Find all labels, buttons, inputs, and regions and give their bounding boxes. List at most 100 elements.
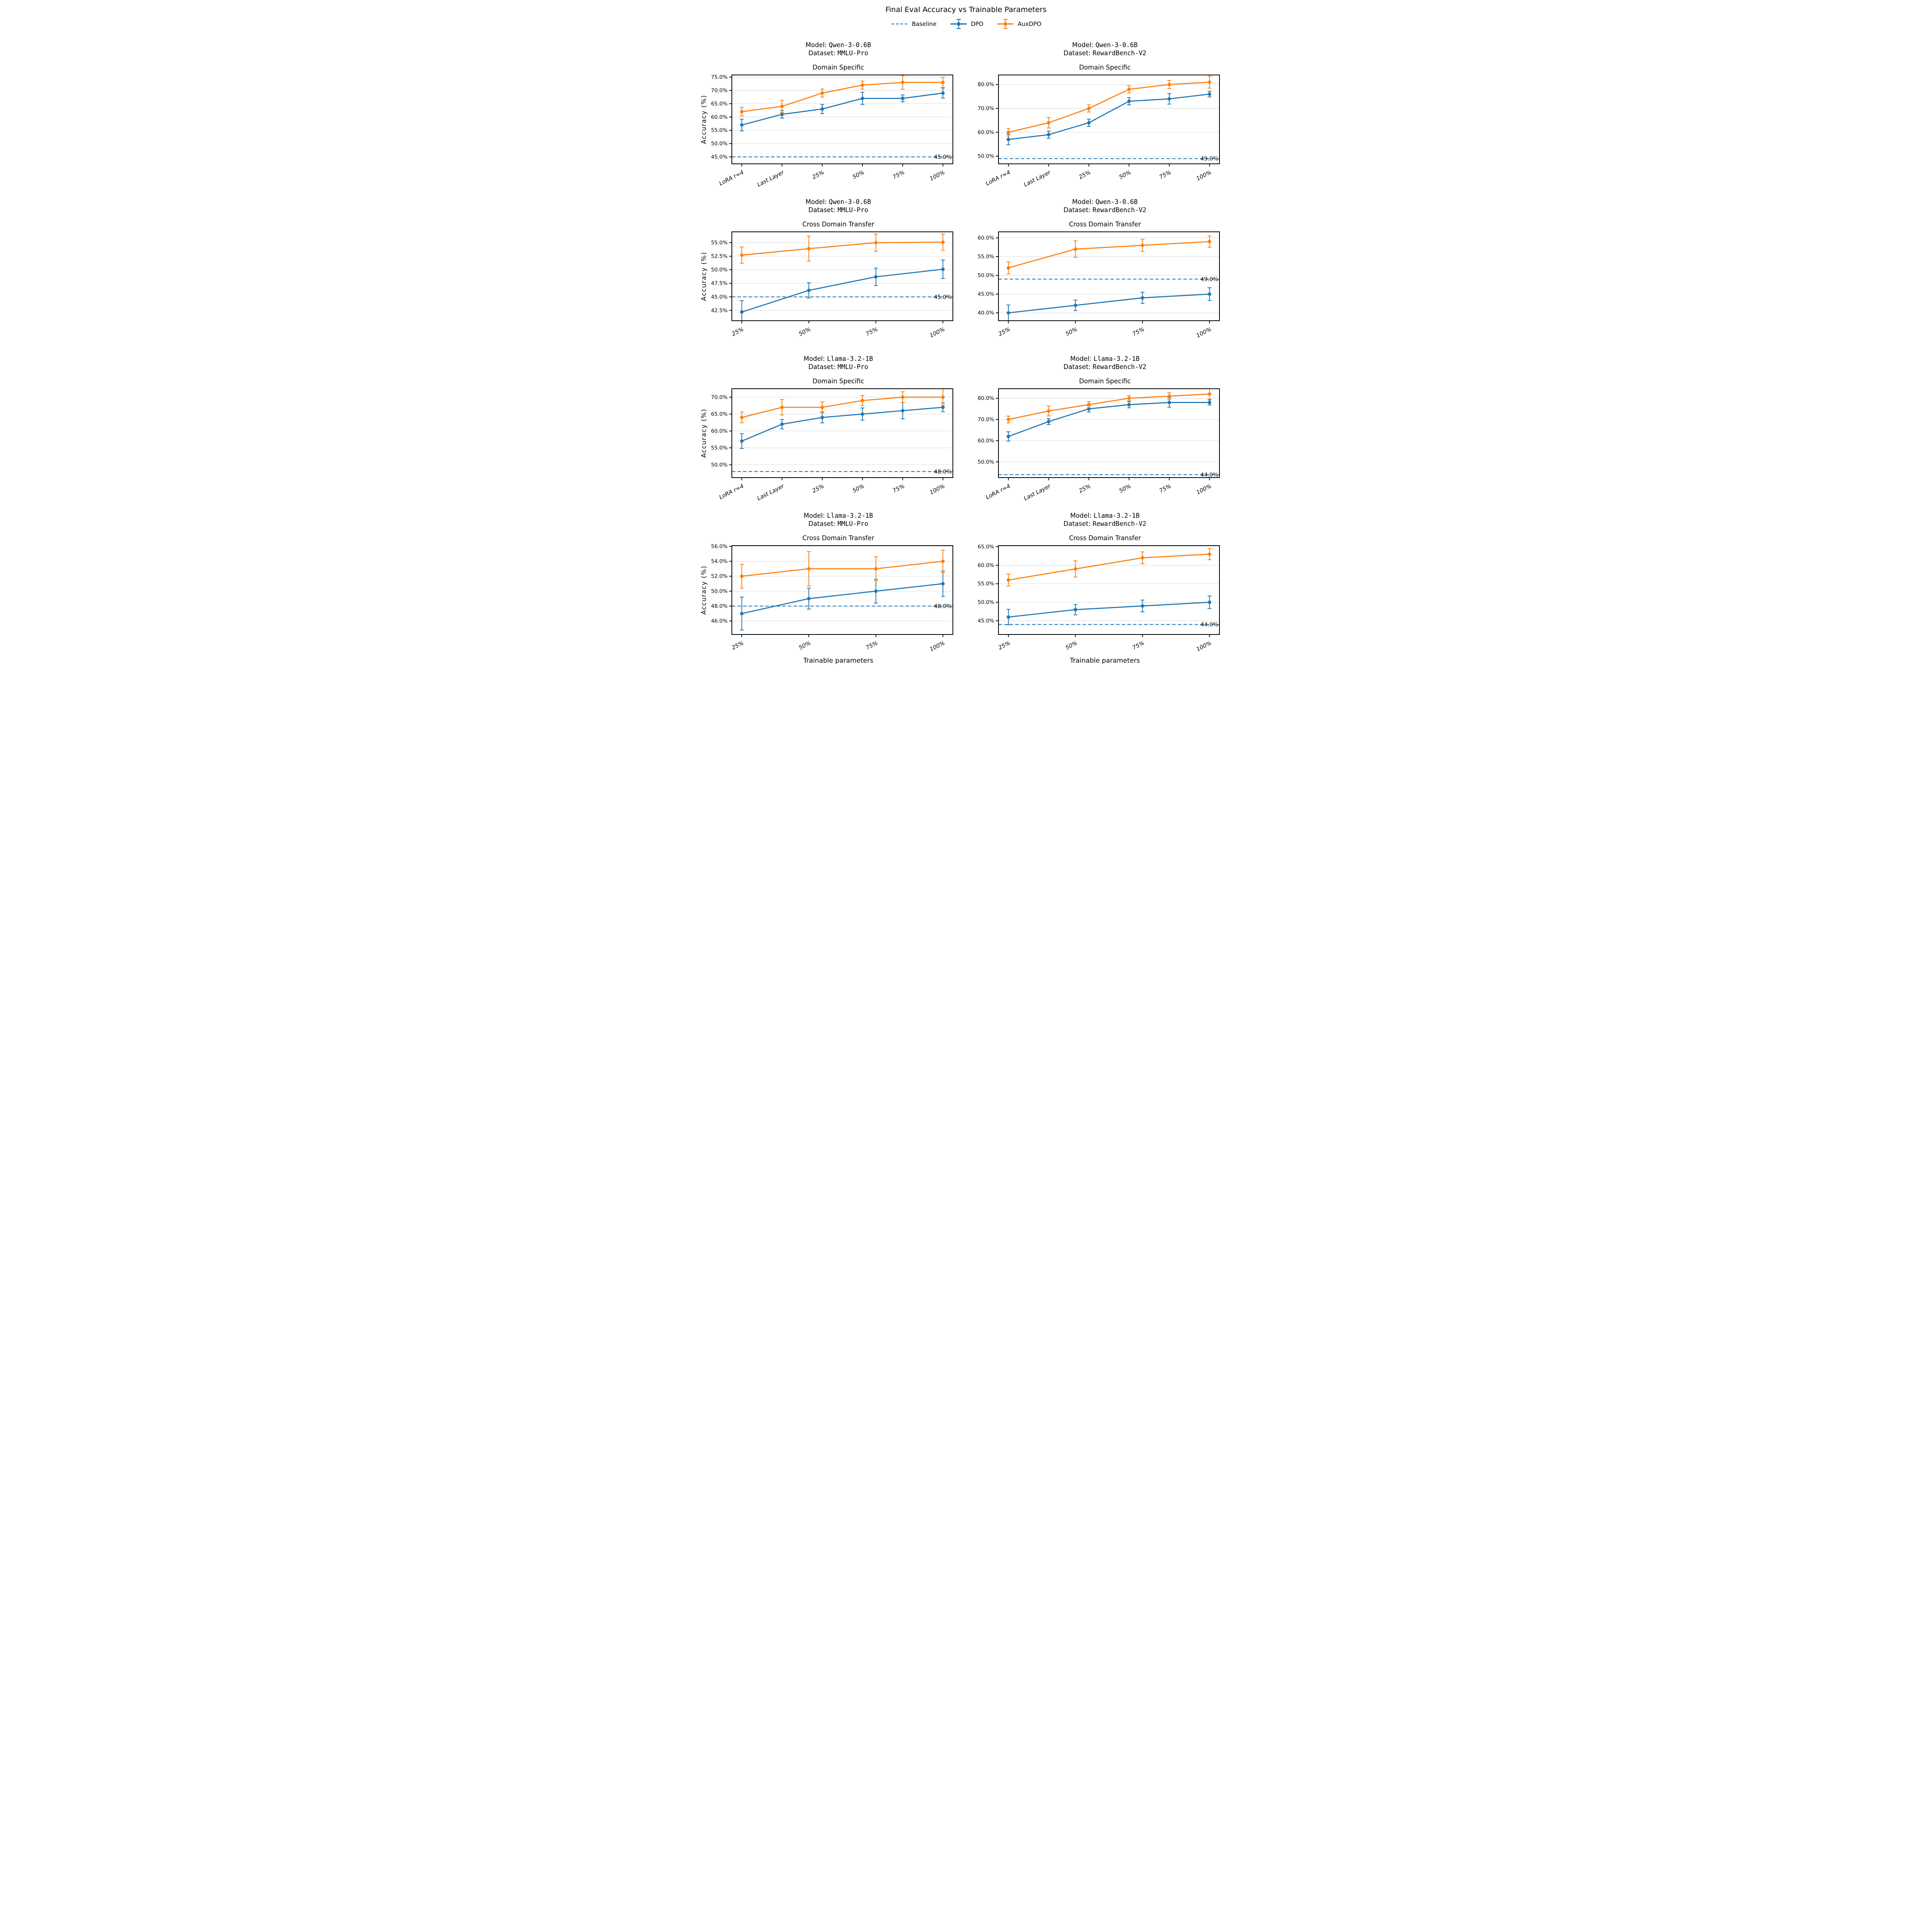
- svg-text:60.0%: 60.0%: [711, 114, 728, 120]
- series-auxdpo: [740, 75, 945, 116]
- axes-title: Domain Specific: [812, 63, 864, 71]
- series-auxdpo: [740, 233, 945, 264]
- svg-text:50%: 50%: [1118, 169, 1132, 180]
- legend-label-dpo: DPO: [971, 20, 983, 27]
- errorbar-marker-icon: [997, 19, 1014, 29]
- dataset-prefix: Dataset:: [1063, 363, 1093, 371]
- chart-area: 50.0% 55.0% 60.0% 65.0% 70.0% LoRA r=4 Last La…: [699, 386, 958, 502]
- y-axis-label: Accuracy (%): [700, 252, 707, 301]
- svg-text:Last Layer: Last Layer: [1023, 483, 1052, 502]
- y-axis: 45.0% 50.0% 55.0% 60.0% 65.0% 70.0% 75.0%: [711, 74, 732, 160]
- svg-text:25%: 25%: [997, 326, 1011, 337]
- dataset-prefix: Dataset:: [808, 206, 838, 214]
- dataset-name: RewardBench-V2: [1092, 49, 1146, 57]
- gridlines: [998, 546, 1219, 621]
- gridlines: [731, 546, 953, 621]
- chart-canvas: 50.0% 60.0% 70.0% 80.0% LoRA r=4 Last Layer 25…: [978, 388, 1220, 502]
- series-dpo: [740, 259, 945, 321]
- plot-title: Model: Qwen-3-0.6B Dataset: RewardBench-…: [976, 198, 1235, 214]
- svg-text:50.0%: 50.0%: [978, 272, 994, 279]
- series-dpo: [1006, 595, 1211, 625]
- svg-text:50.0%: 50.0%: [711, 267, 728, 273]
- plot-title: Model: Qwen-3-0.6B Dataset: RewardBench-…: [976, 41, 1235, 58]
- svg-text:45.0%: 45.0%: [978, 618, 994, 624]
- series-auxdpo: [1006, 388, 1211, 423]
- svg-text:75%: 75%: [1158, 483, 1172, 494]
- model-name: Qwen-3-0.6B: [829, 41, 871, 49]
- svg-text:25%: 25%: [811, 483, 825, 494]
- figure-title: Final Eval Accuracy vs Trainable Paramet…: [885, 5, 1047, 14]
- axes-title: Domain Specific: [812, 377, 864, 385]
- svg-text:55.0%: 55.0%: [978, 253, 994, 260]
- svg-text:47.5%: 47.5%: [711, 280, 728, 286]
- series-dpo: [1006, 287, 1211, 321]
- svg-text:Last Layer: Last Layer: [756, 169, 785, 188]
- chart-canvas: 50.0% 60.0% 70.0% 80.0% LoRA r=4 Last Layer 25…: [978, 74, 1220, 188]
- svg-text:25%: 25%: [731, 640, 745, 651]
- series-dpo: [740, 87, 945, 131]
- chart-canvas: 45.0% 50.0% 55.0% 60.0% 65.0% 25% 50% 75% 100% 44…: [978, 544, 1220, 653]
- svg-text:25%: 25%: [997, 640, 1011, 651]
- svg-text:LoRA r=4: LoRA r=4: [985, 483, 1011, 501]
- subplot-qwen-rewardbench-cross-domain: Model: Qwen-3-0.6B Dataset: RewardBench-…: [966, 192, 1233, 345]
- baseline-annotation: 45.0%: [934, 154, 951, 160]
- y-axis: 50.0% 60.0% 70.0% 80.0%: [978, 395, 998, 465]
- y-axis: 50.0% 55.0% 60.0% 65.0% 70.0%: [711, 394, 732, 468]
- legend-item-baseline: Baseline: [891, 20, 937, 27]
- svg-text:75%: 75%: [891, 169, 905, 180]
- series-dpo: [1006, 397, 1211, 442]
- model-name: Llama-3.2-1B: [1094, 355, 1140, 362]
- gridlines: [998, 84, 1219, 156]
- errorbar-marker-icon: [950, 19, 967, 29]
- x-axis: LoRA r=4 Last Layer 25% 50% 75% 100%: [718, 163, 946, 188]
- x-axis: LoRA r=4 Last Layer 25% 50% 75% 100%: [985, 163, 1213, 188]
- svg-text:50%: 50%: [851, 483, 865, 494]
- baseline-annotation: 49.0%: [1200, 156, 1218, 162]
- plot-border: [731, 388, 953, 478]
- svg-text:65.0%: 65.0%: [711, 411, 728, 417]
- legend-item-dpo: DPO: [950, 18, 983, 30]
- svg-text:LoRA r=4: LoRA r=4: [985, 169, 1011, 187]
- svg-text:75%: 75%: [891, 483, 905, 494]
- svg-text:50%: 50%: [1065, 640, 1078, 651]
- svg-text:60.0%: 60.0%: [978, 438, 994, 444]
- y-axis: 46.0% 48.0% 50.0% 52.0% 54.0% 56.0%: [711, 543, 732, 624]
- chart-canvas: 42.5% 45.0% 47.5% 50.0% 52.5% 55.0% 25% 50% 75% 1…: [700, 231, 953, 339]
- axes-title: Cross Domain Transfer: [1069, 534, 1141, 542]
- legend-item-auxdpo: AuxDPO: [997, 18, 1041, 30]
- y-axis: 45.0% 50.0% 55.0% 60.0% 65.0%: [978, 544, 998, 624]
- svg-text:100%: 100%: [929, 640, 946, 653]
- series-auxdpo: [1006, 235, 1211, 274]
- y-axis-label: Accuracy (%): [700, 565, 707, 614]
- model-prefix: Model:: [1072, 41, 1096, 49]
- svg-text:55.0%: 55.0%: [711, 128, 728, 134]
- svg-text:52.5%: 52.5%: [711, 253, 728, 259]
- svg-text:50.0%: 50.0%: [978, 599, 994, 605]
- series-dpo: [1006, 90, 1211, 145]
- svg-text:54.0%: 54.0%: [711, 558, 728, 565]
- x-axis: 25% 50% 75% 100%: [731, 320, 946, 339]
- plot-border: [731, 545, 953, 635]
- subplot-llama-rewardbench-cross-domain: Model: Llama-3.2-1B Dataset: RewardBench…: [966, 506, 1233, 665]
- svg-text:80.0%: 80.0%: [978, 82, 994, 88]
- x-axis: LoRA r=4 Last Layer 25% 50% 75% 100%: [985, 477, 1213, 502]
- plot-border: [998, 231, 1220, 321]
- svg-text:50%: 50%: [1118, 483, 1132, 494]
- chart-area: 45.0% 50.0% 55.0% 60.0% 65.0% 25% 50% 75% 100% 44…: [966, 543, 1225, 659]
- svg-text:55.0%: 55.0%: [711, 240, 728, 246]
- subplot-llama-mmlupro-cross-domain: Model: Llama-3.2-1B Dataset: MMLU-Pro Cr…: [699, 506, 966, 665]
- y-axis-label: Accuracy (%): [700, 408, 707, 457]
- model-name: Llama-3.2-1B: [827, 355, 873, 362]
- chart-area: 46.0% 48.0% 50.0% 52.0% 54.0% 56.0% 25% 50% 75% 1…: [699, 543, 958, 659]
- axes-title: Cross Domain Transfer: [802, 220, 874, 228]
- svg-text:60.0%: 60.0%: [978, 235, 994, 241]
- dataset-prefix: Dataset:: [808, 49, 838, 57]
- plot-border: [998, 74, 1220, 164]
- svg-text:45.0%: 45.0%: [711, 294, 728, 300]
- svg-text:70.0%: 70.0%: [978, 417, 994, 423]
- model-prefix: Model:: [805, 198, 829, 206]
- dataset-prefix: Dataset:: [1063, 520, 1093, 528]
- svg-text:48.0%: 48.0%: [711, 603, 728, 609]
- plot-border: [998, 388, 1220, 478]
- subplot-qwen-rewardbench-domain-specific: Model: Qwen-3-0.6B Dataset: RewardBench-…: [966, 36, 1233, 189]
